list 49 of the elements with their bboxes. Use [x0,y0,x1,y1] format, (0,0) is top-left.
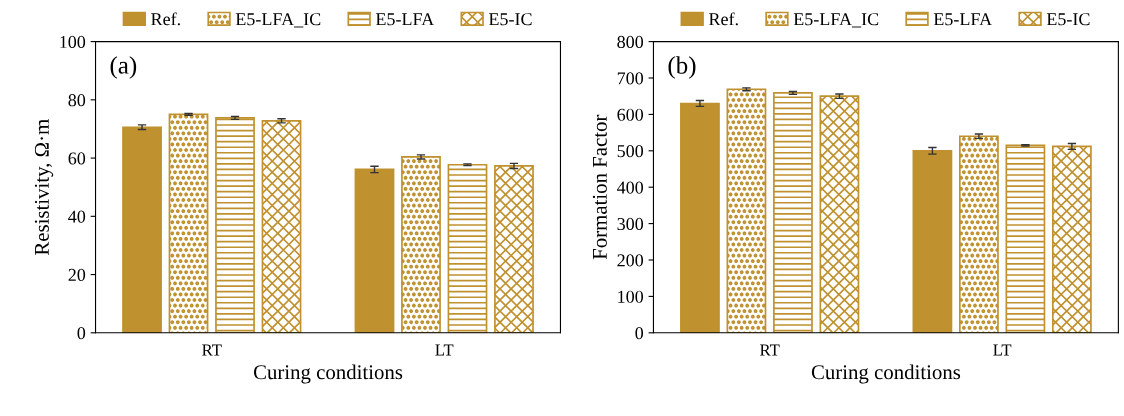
bar [959,135,999,333]
bar [401,156,441,333]
bar [1051,145,1092,333]
legend-label: E5-IC [1046,13,1090,26]
annotation: (a) [110,56,137,79]
y-tick-label: 700 [617,72,644,85]
y-tick-label: 0 [635,327,644,340]
y-tick-label: 100 [618,290,644,303]
legend-label: E5-IC [488,13,532,26]
x-tick-label: RT [202,344,222,356]
x-axis-title: Curing conditions [811,364,961,384]
y-tick-label: 0 [77,327,86,340]
y-axis-title: Formation Factor [592,114,607,260]
legend-label: Ref. [151,12,180,26]
y-tick-label: 400 [617,181,644,194]
legend-label: E5-LFA_IC [235,13,321,28]
bar [447,163,488,333]
annotation: (b) [668,56,696,79]
bar [122,126,162,333]
bar [168,113,209,333]
y-tick-label: 100 [60,35,86,49]
y-tick-label: 20 [68,268,86,281]
y-axis-title: Resistivity, Ω·m [34,119,54,256]
x-tick-label: RT [760,344,780,356]
legend-label: E5-LFA [933,13,993,26]
y-tick-label: 40 [68,210,86,223]
legend-label: Ref. [708,12,738,26]
x-axis-title: Curing conditions [253,364,403,384]
bar [261,119,302,333]
x-tick-label: LT [993,344,1012,356]
bar [1005,144,1046,333]
bar [819,95,860,333]
legend-label: E5-LFA [375,13,435,26]
y-tick-label: 500 [617,145,644,158]
y-tick-label: 300 [617,217,644,231]
bar [726,88,767,333]
bar [773,92,813,333]
bar [215,117,255,333]
x-tick-label: LT [435,344,454,356]
y-tick-label: 60 [68,152,86,165]
bar [354,168,395,333]
bar [912,149,953,333]
bar [680,102,720,333]
legend-label: E5-LFA_IC [793,13,879,28]
y-tick-label: 600 [617,108,644,121]
y-tick-label: 800 [617,35,644,49]
y-tick-label: 200 [617,254,644,267]
y-tick-label: 80 [68,94,86,107]
bar [494,165,534,333]
